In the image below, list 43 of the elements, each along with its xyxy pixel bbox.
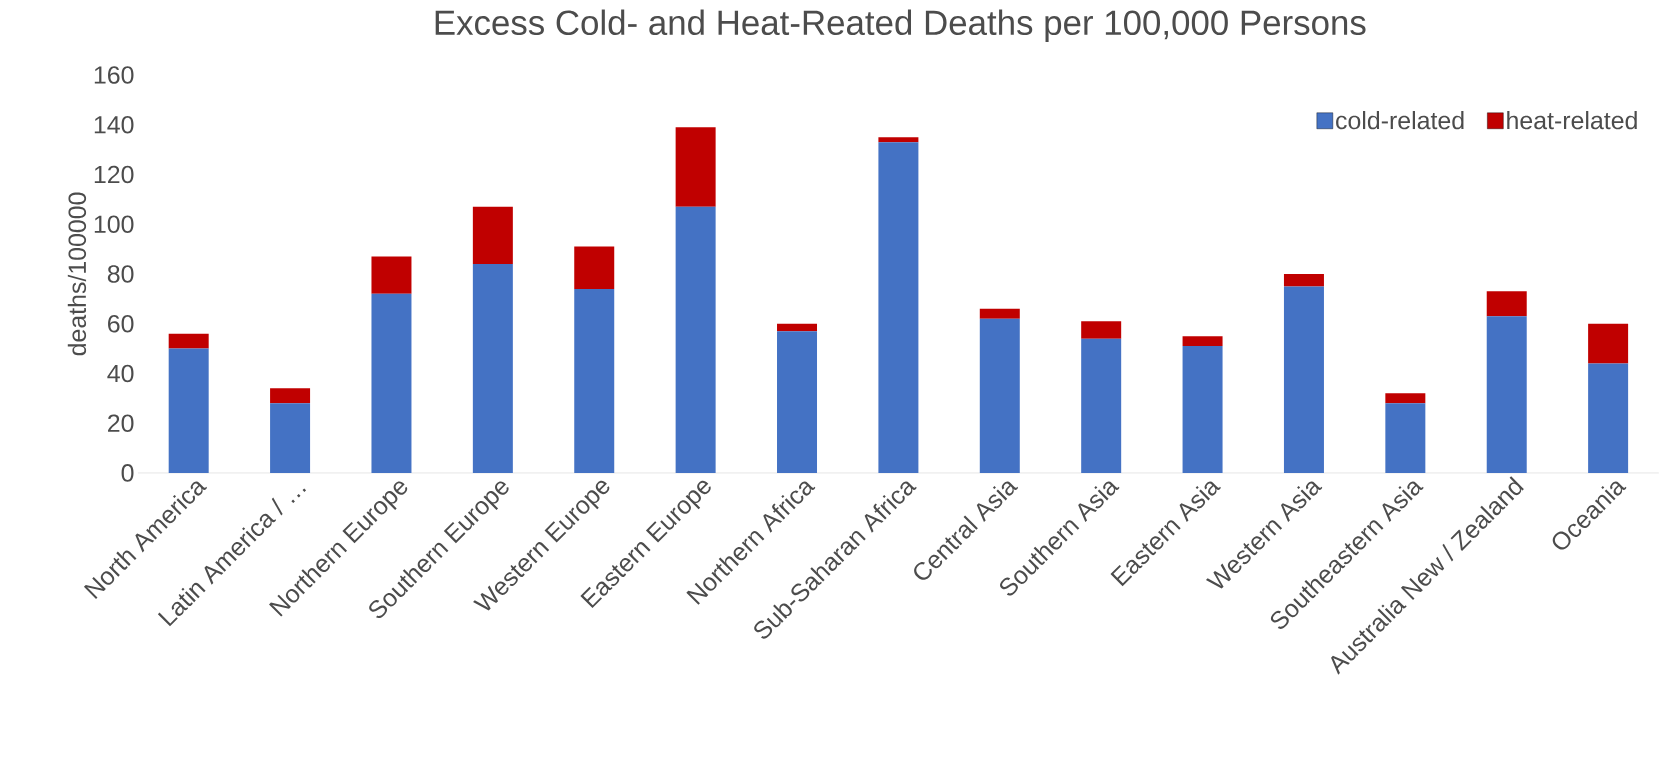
bar	[1588, 363, 1629, 473]
bar	[1182, 336, 1223, 347]
bar	[979, 308, 1020, 319]
bar	[1182, 346, 1223, 473]
bar	[675, 206, 716, 473]
bar	[1081, 338, 1122, 473]
bar	[1385, 403, 1426, 473]
bar	[1283, 286, 1324, 473]
y-tick-label: 140	[94, 115, 134, 134]
bar	[878, 142, 919, 473]
chart-title: Excess Cold- and Heat-Reated Deaths per 100,000 Persons	[435, 9, 1366, 43]
y-tick-label: 80	[107, 265, 134, 283]
bar	[168, 348, 209, 473]
bar	[574, 246, 615, 289]
y-tick-label: 160	[94, 66, 134, 84]
y-tick-label: 100	[94, 215, 134, 234]
y-tick-label: 120	[94, 165, 134, 184]
legend-label: heat-related	[1507, 111, 1637, 130]
bar	[777, 331, 818, 473]
bar	[1486, 291, 1527, 317]
bar	[979, 318, 1020, 473]
y-axis-title: deaths/100000	[67, 192, 87, 356]
bar	[472, 264, 513, 473]
bar	[270, 388, 311, 404]
legend-label: cold-related	[1336, 111, 1464, 130]
bar	[168, 333, 209, 349]
bar	[1283, 274, 1324, 287]
bar	[1081, 321, 1122, 339]
y-tick-label: 20	[108, 414, 134, 433]
bar	[270, 403, 311, 473]
bar	[777, 323, 818, 332]
bar	[675, 127, 716, 207]
bar	[1588, 323, 1629, 364]
y-tick-label: 40	[107, 364, 134, 383]
bar	[371, 256, 412, 294]
bar	[574, 288, 615, 473]
bar	[878, 137, 919, 143]
y-tick-label: 60	[108, 314, 134, 333]
y-tick-label: 0	[121, 464, 134, 482]
bar	[371, 293, 412, 473]
bar	[472, 206, 513, 265]
bar	[1385, 393, 1426, 404]
bar	[1486, 316, 1527, 473]
